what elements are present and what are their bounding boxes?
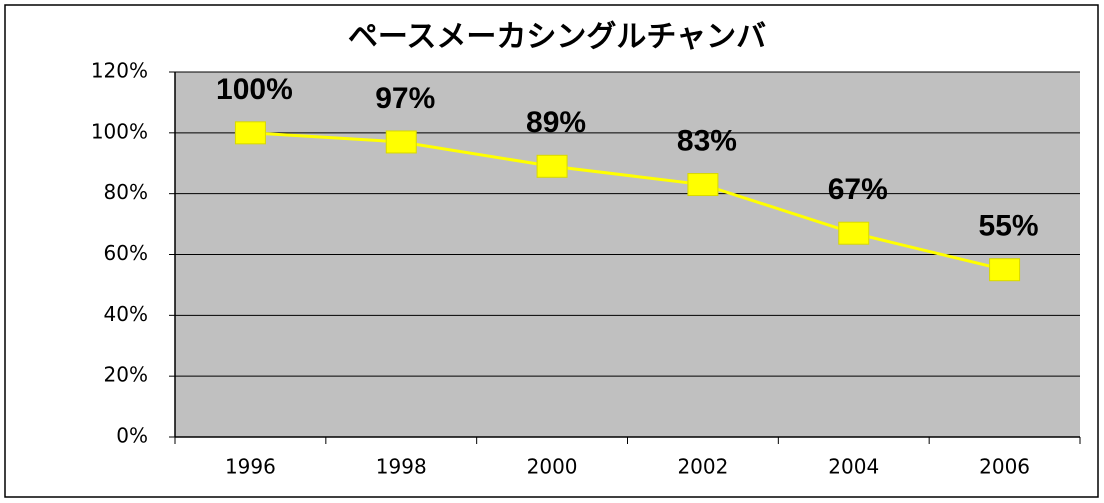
y-tick-label: 120% xyxy=(91,59,148,83)
x-tick-label: 2004 xyxy=(828,455,879,479)
value-label: 83% xyxy=(677,124,737,157)
y-tick-label: 60% xyxy=(104,241,148,265)
marker xyxy=(234,121,266,145)
line xyxy=(250,131,1005,272)
marker xyxy=(687,173,719,197)
value-label: 55% xyxy=(979,210,1039,243)
x-tick-label: 1996 xyxy=(225,455,276,479)
y-tick-label: 0% xyxy=(116,424,148,448)
x-tick-label: 2006 xyxy=(979,455,1030,479)
y-tick-label: 20% xyxy=(104,363,148,387)
chart-title: ペースメーカシングルチャンバ xyxy=(348,20,766,55)
x-tick-label: 2000 xyxy=(527,455,578,479)
y-tick-label: 80% xyxy=(104,180,148,204)
y-tick-label: 100% xyxy=(91,119,148,143)
marker xyxy=(536,154,568,178)
value-label: 100% xyxy=(216,73,293,106)
value-label: 89% xyxy=(526,106,586,139)
x-tick-label: 1998 xyxy=(376,455,427,479)
value-label: 97% xyxy=(375,82,435,115)
x-tick-label: 2002 xyxy=(677,455,728,479)
marker xyxy=(989,258,1021,282)
value-label: 67% xyxy=(828,173,888,206)
y-tick-label: 40% xyxy=(104,302,148,326)
marker xyxy=(385,130,417,154)
marker xyxy=(838,221,870,245)
